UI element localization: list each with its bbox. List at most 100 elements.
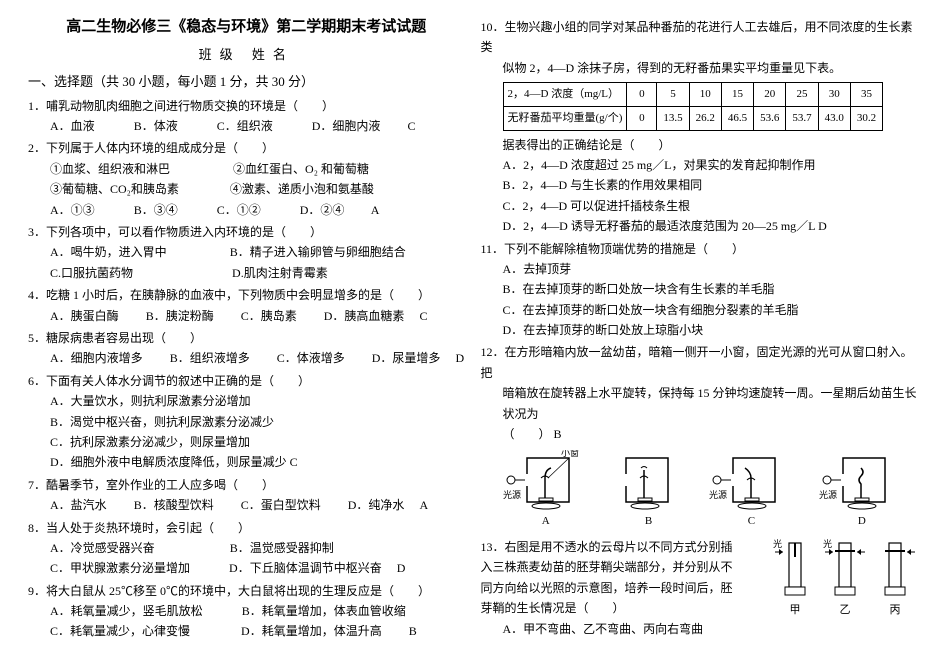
q6-answer: C (290, 455, 298, 469)
q2-answer: A (371, 203, 380, 217)
question-6: 6．下面有关人体水分调节的叙述中正确的是（ ） A．大量饮水，则抗利尿激素分泌增… (28, 371, 465, 473)
q1-opt-a: A．血液 (50, 119, 95, 133)
q2-sub1: ①血浆、组织液和淋巴 (50, 162, 170, 176)
q10-c7: 35 (850, 83, 882, 107)
q10-th1: 2，4—D 浓度（mg/L） (503, 83, 627, 107)
q7-options: A．盐汽水 B．核酸型饮料 C．蛋白型饮料 D．纯净水 A (50, 495, 465, 515)
q6-opt-a: A．大量饮水，则抗利尿激素分泌增加 (50, 391, 465, 411)
q8-opt-b: B．温觉感受器抑制 (230, 541, 334, 555)
q3-row2: C.口服抗菌药物 D.肌肉注射青霉素 (50, 263, 465, 283)
q13-stem1: 13．右图是用不透水的云母片以不同方式分别插 (481, 537, 770, 557)
question-7: 7．酷暑季节，室外作业的工人应多喝（ ） A．盐汽水 B．核酸型饮料 C．蛋白型… (28, 475, 465, 516)
exam-title: 高二生物必修三《稳态与环境》第二学期期末考试试题 (28, 15, 465, 41)
q10-r0: 0 (627, 106, 657, 130)
plant-box-icon: 光源 (709, 450, 794, 510)
q10-opt-b: B．2，4—D 与生长素的作用效果相同 (503, 175, 918, 195)
q10-c1: 5 (657, 83, 689, 107)
q2-options: A．①③ B．③④ C．①② D．②④ A (50, 200, 465, 220)
q7-opt-a: A．盐汽水 (50, 498, 107, 512)
coleoptile-icon: 光 (823, 537, 867, 599)
q1-stem: 1．哺乳动物肌肉细胞之间进行物质交换的环境是（ ） (28, 96, 465, 116)
q12-label-b: B (614, 512, 684, 531)
q5-answer: D (455, 351, 464, 365)
q10-r3: 46.5 (721, 106, 753, 130)
q10-opt-a: A．2，4—D 浓度超过 25 mg／L，对果实的发育起抑制作用 (503, 155, 918, 175)
q13-stem3: 同方向给以光照的示意图，培养一段时间后，胚 (481, 578, 770, 598)
q9-row2: C．耗氧量减少，心律变慢 D．耗氧量增加，体温升高 B (50, 621, 465, 641)
q3-opt-d: D.肌肉注射青霉素 (232, 266, 328, 280)
q8-row1: A．冷觉感受器兴奋 B．温觉感受器抑制 (50, 538, 465, 558)
q2-sub4: ④激素、递质小泡和氨基酸 (230, 182, 374, 196)
q9-stem: 9．将大白鼠从 25℃移至 0℃的环境中，大白鼠将出现的生理反应是（ ） (28, 581, 465, 601)
q10-c6: 30 (818, 83, 850, 107)
q10-r6: 43.0 (818, 106, 850, 130)
q1-answer: C (407, 119, 415, 133)
q10-c5: 25 (786, 83, 818, 107)
plant-box-icon (614, 450, 684, 510)
q2-stem: 2．下列属于人体内环境的组成成分是（ ） (28, 138, 465, 158)
q9-opt-d: D．耗氧量增加，体温升高 (241, 624, 382, 638)
plant-box-icon: 光源 (819, 450, 904, 510)
q10-r1: 13.5 (657, 106, 689, 130)
q13-stem2: 入三株燕麦幼苗的胚芽鞘尖端部分，并分别从不 (481, 557, 770, 577)
q13-label-bing: 丙 (873, 601, 917, 620)
q1-opt-b: B．体液 (134, 119, 178, 133)
q10-r2: 26.2 (689, 106, 721, 130)
q3-stem: 3．下列各项中，可以看作物质进入内环境的是（ ） (28, 222, 465, 242)
q2-line-1-2: ①血浆、组织液和淋巴 ②血红蛋白、O₂ 和葡萄糖 (50, 159, 465, 179)
q12-label-d: D (819, 512, 904, 531)
question-2: 2．下列属于人体内环境的组成成分是（ ） ①血浆、组织液和淋巴 ②血红蛋白、O₂… (28, 138, 465, 220)
q12-end: （ ） B (503, 424, 918, 444)
exam-subtitle: 班级 姓名 (28, 44, 465, 66)
q13-diagram-jia: 光 甲 (773, 537, 817, 620)
q1-opt-d: D．细胞内液 (312, 119, 381, 133)
q9-opt-b: B．耗氧量增加，体表血管收缩 (242, 604, 406, 618)
q5-opt-b: B．组织液增多 (170, 351, 250, 365)
q5-opt-a: A．细胞内液增多 (50, 351, 143, 365)
q6-opt-d: D．细胞外液中电解质浓度降低，则尿量减少 (50, 455, 287, 469)
q5-options: A．细胞内液增多 B．组织液增多 C．体液增多 D．尿量增多 D (50, 348, 465, 368)
q9-opt-c: C．耗氧量减少，心律变慢 (50, 624, 190, 638)
q7-stem: 7．酷暑季节，室外作业的工人应多喝（ ） (28, 475, 465, 495)
light-arrow-label: 光 (773, 538, 782, 549)
q11-opt-b: B．在去掉顶芽的断口处放一块含有生长素的羊毛脂 (503, 279, 918, 299)
q10-r5: 53.7 (786, 106, 818, 130)
q4-answer: C (419, 309, 427, 323)
q10-opt-c: C．2，4—D 可以促进扦插枝条生根 (503, 196, 918, 216)
q9-opt-a: A．耗氧量减少，竖毛肌放松 (50, 604, 203, 618)
q3-opt-b: B．精子进入输卵管与卵细胞结合 (230, 245, 406, 259)
q12-diagrams: 光源 小窗 A (491, 450, 918, 531)
question-9: 9．将大白鼠从 25℃移至 0℃的环境中，大白鼠将出现的生理反应是（ ） A．耗… (28, 581, 465, 642)
q8-opt-c: C．甲状腺激素分泌量增加 (50, 561, 190, 575)
window-label: 小窗 (561, 450, 579, 458)
q7-opt-b: B．核酸型饮料 (134, 498, 214, 512)
table-row: 无籽番茄平均重量(g/个) 0 13.5 26.2 46.5 53.6 53.7… (503, 106, 883, 130)
q10-r4: 53.6 (754, 106, 786, 130)
q5-opt-d: D．尿量增多 (372, 351, 441, 365)
q4-opt-a: A．胰蛋白酶 (50, 309, 119, 323)
q13-label-jia: 甲 (773, 601, 817, 620)
q3-opt-a: A．喝牛奶，进入胃中 (50, 245, 167, 259)
q5-opt-c: C．体液增多 (277, 351, 345, 365)
q12-label-c: C (709, 512, 794, 531)
q2-sub2: ②血红蛋白、O₂ 和葡萄糖 (233, 162, 369, 176)
q6-opt-b: B．渴觉中枢兴奋，则抗利尿激素分泌减少 (50, 412, 465, 432)
question-1: 1．哺乳动物肌肉细胞之间进行物质交换的环境是（ ） A．血液 B．体液 C．组织… (28, 96, 465, 137)
q10-opt-d-row: D．2，4—D 诱导无籽番茄的最适浓度范围为 20—25 mg／L D (503, 216, 918, 236)
q2-opt-c: C．①② (217, 203, 261, 217)
q13-stem4: 芽鞘的生长情况是（ ） (481, 598, 770, 618)
q10-opt-d: D．2，4—D 诱导无籽番茄的最适浓度范围为 20—25 mg／L (503, 219, 816, 233)
q2-line-3-4: ③葡萄糖、CO₂和胰岛素 ④激素、递质小泡和氨基酸 (50, 179, 465, 199)
q12-label-a: A (503, 512, 588, 531)
q11-opt-c: C．在去掉顶芽的断口处放一块含有细胞分裂素的羊毛脂 (503, 300, 918, 320)
q4-opt-d: D．胰高血糖素 (324, 309, 405, 323)
question-13: 13．右图是用不透水的云母片以不同方式分别插 入三株燕麦幼苗的胚芽鞘尖端部分，并… (481, 537, 918, 639)
q13-diagrams: 光 甲 光 乙 (773, 537, 917, 620)
plant-box-icon: 光源 小窗 (503, 450, 588, 510)
q10-c4: 20 (754, 83, 786, 107)
q3-opt-c: C.口服抗菌药物 (50, 266, 133, 280)
q8-opt-a: A．冷觉感受器兴奋 (50, 541, 155, 555)
question-4: 4．吃糖 1 小时后，在胰静脉的血液中，下列物质中会明显增多的是（ ） A．胰蛋… (28, 285, 465, 326)
q8-answer: D (397, 561, 406, 575)
q8-opt-d: D．下丘脑体温调节中枢兴奋 (229, 561, 382, 575)
